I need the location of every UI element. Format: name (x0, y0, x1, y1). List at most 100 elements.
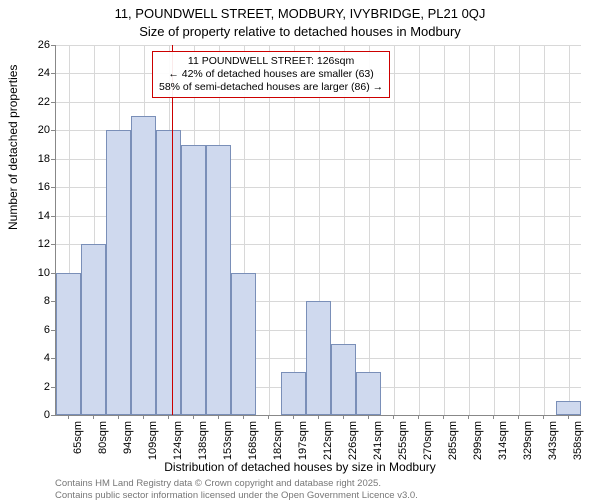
xtick-mark (568, 415, 569, 419)
gridline-v (369, 45, 370, 415)
xtick-label: 299sqm (472, 421, 484, 460)
ytick-mark (51, 330, 55, 331)
ytick-label: 20 (26, 124, 50, 136)
ytick-mark (51, 159, 55, 160)
xtick-mark (393, 415, 394, 419)
gridline-v (419, 45, 420, 415)
gridline-v (544, 45, 545, 415)
xtick-label: 329sqm (522, 421, 534, 460)
xtick-mark (293, 415, 294, 419)
chart-title-line1: 11, POUNDWELL STREET, MODBURY, IVYBRIDGE… (0, 6, 600, 21)
ytick-mark (51, 216, 55, 217)
xtick-label: 109sqm (147, 421, 159, 460)
xtick-label: 153sqm (222, 421, 234, 460)
xtick-mark (243, 415, 244, 419)
histogram-bar (56, 273, 81, 415)
xtick-mark (343, 415, 344, 419)
gridline-v (394, 45, 395, 415)
ytick-mark (51, 387, 55, 388)
xtick-label: 226sqm (347, 421, 359, 460)
ytick-label: 12 (26, 238, 50, 250)
xtick-label: 343sqm (547, 421, 559, 460)
xtick-mark (218, 415, 219, 419)
histogram-bar (81, 244, 106, 415)
xtick-mark (68, 415, 69, 419)
xtick-label: 182sqm (272, 421, 284, 460)
xtick-mark (418, 415, 419, 419)
ytick-label: 0 (26, 409, 50, 421)
histogram-bar (306, 301, 331, 415)
xtick-label: 358sqm (572, 421, 584, 460)
ytick-mark (51, 187, 55, 188)
ytick-mark (51, 244, 55, 245)
xtick-mark (443, 415, 444, 419)
footnote-line1: Contains HM Land Registry data © Crown c… (55, 478, 381, 489)
ytick-label: 18 (26, 153, 50, 165)
gridline-v (569, 45, 570, 415)
marker-line (172, 45, 173, 415)
xtick-label: 65sqm (72, 421, 84, 454)
xtick-mark (168, 415, 169, 419)
histogram-bar (181, 145, 206, 415)
xtick-label: 138sqm (197, 421, 209, 460)
ytick-label: 26 (26, 39, 50, 51)
annotation-line3: 58% of semi-detached houses are larger (… (159, 81, 383, 94)
xtick-mark (143, 415, 144, 419)
y-axis-label: Number of detached properties (6, 65, 20, 230)
ytick-mark (51, 301, 55, 302)
ytick-label: 16 (26, 181, 50, 193)
x-axis-label: Distribution of detached houses by size … (0, 460, 600, 474)
gridline-v (269, 45, 270, 415)
xtick-mark (543, 415, 544, 419)
ytick-mark (51, 73, 55, 74)
xtick-mark (118, 415, 119, 419)
ytick-label: 8 (26, 295, 50, 307)
histogram-bar (231, 273, 256, 415)
histogram-bar (106, 130, 131, 415)
ytick-mark (51, 273, 55, 274)
chart-title-line2: Size of property relative to detached ho… (0, 24, 600, 39)
histogram-bar (556, 401, 581, 415)
chart-container: 11, POUNDWELL STREET, MODBURY, IVYBRIDGE… (0, 0, 600, 500)
plot-area: 11 POUNDWELL STREET: 126sqm ← 42% of det… (55, 45, 581, 416)
gridline-v (294, 45, 295, 415)
xtick-label: 241sqm (372, 421, 384, 460)
xtick-mark (368, 415, 369, 419)
gridline-v (494, 45, 495, 415)
annotation-line1: 11 POUNDWELL STREET: 126sqm (159, 55, 383, 68)
xtick-mark (468, 415, 469, 419)
xtick-label: 255sqm (397, 421, 409, 460)
ytick-mark (51, 102, 55, 103)
ytick-mark (51, 415, 55, 416)
ytick-label: 2 (26, 381, 50, 393)
xtick-label: 124sqm (172, 421, 184, 460)
histogram-bar (331, 344, 356, 415)
xtick-label: 168sqm (247, 421, 259, 460)
xtick-label: 197sqm (297, 421, 309, 460)
gridline-v (444, 45, 445, 415)
histogram-bar (281, 372, 306, 415)
footnote-line2: Contains public sector information licen… (55, 490, 418, 501)
xtick-mark (93, 415, 94, 419)
ytick-label: 6 (26, 324, 50, 336)
histogram-bar (206, 145, 231, 415)
xtick-label: 80sqm (97, 421, 109, 454)
xtick-label: 314sqm (497, 421, 509, 460)
ytick-label: 22 (26, 96, 50, 108)
xtick-mark (518, 415, 519, 419)
xtick-mark (493, 415, 494, 419)
ytick-label: 4 (26, 352, 50, 364)
histogram-bar (356, 372, 381, 415)
ytick-label: 14 (26, 210, 50, 222)
xtick-label: 270sqm (422, 421, 434, 460)
xtick-label: 212sqm (322, 421, 334, 460)
ytick-mark (51, 358, 55, 359)
ytick-mark (51, 130, 55, 131)
xtick-mark (318, 415, 319, 419)
xtick-label: 94sqm (122, 421, 134, 454)
gridline-v (469, 45, 470, 415)
annotation-line2: ← 42% of detached houses are smaller (63… (159, 68, 383, 81)
xtick-mark (268, 415, 269, 419)
ytick-mark (51, 45, 55, 46)
annotation-box: 11 POUNDWELL STREET: 126sqm ← 42% of det… (152, 51, 390, 98)
